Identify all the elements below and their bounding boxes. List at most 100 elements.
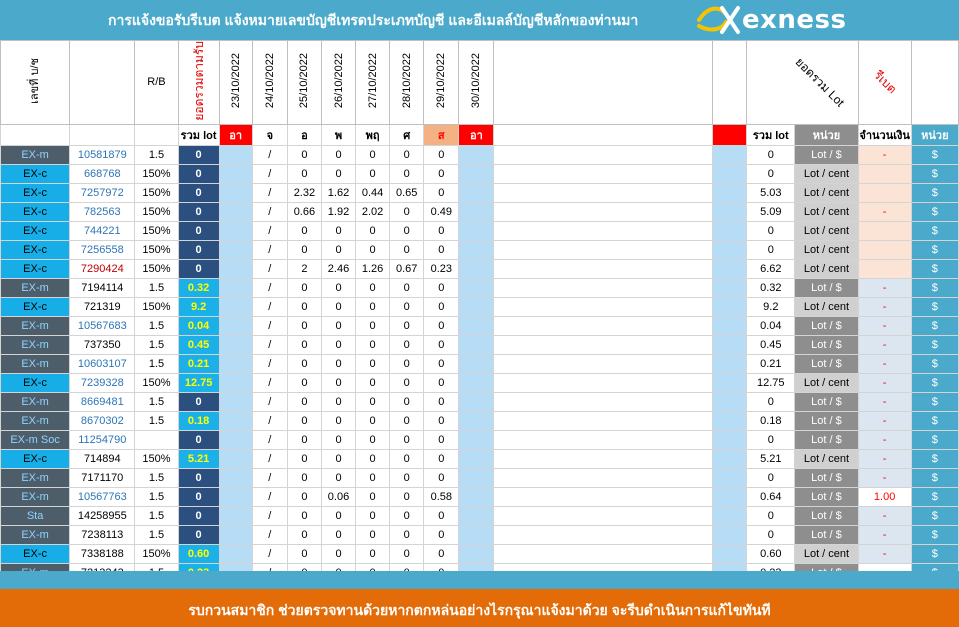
account-type-cell[interactable]: EX-m bbox=[0, 277, 71, 298]
rebate-amount-cell[interactable]: 1.00 bbox=[857, 486, 912, 507]
day-lot-cell[interactable]: 0 bbox=[320, 448, 357, 469]
day-lot-cell[interactable]: 0 bbox=[286, 296, 322, 317]
rebate-amount-cell[interactable]: - bbox=[857, 296, 912, 317]
total-lot-cell[interactable]: 0 bbox=[177, 524, 220, 545]
day-lot-cell[interactable] bbox=[458, 353, 495, 374]
day-lot-cell[interactable] bbox=[218, 372, 253, 393]
day-lot-cell[interactable] bbox=[218, 353, 253, 374]
total-lot-cell[interactable]: 0 bbox=[177, 220, 220, 241]
day-lot-cell[interactable]: 0 bbox=[355, 448, 391, 469]
total-lot-cell[interactable]: 0 bbox=[177, 505, 220, 526]
day-lot-cell[interactable]: 0 bbox=[389, 163, 425, 184]
sum-lot-cell[interactable]: 9.2 bbox=[746, 296, 796, 317]
day-lot-cell[interactable]: 0 bbox=[320, 220, 357, 241]
rebate-amount-cell[interactable]: - bbox=[857, 201, 912, 222]
day-lot-cell[interactable]: 0 bbox=[423, 144, 460, 165]
unit-cell[interactable]: Lot / cent bbox=[794, 258, 859, 279]
rebate-amount-cell[interactable] bbox=[857, 258, 912, 279]
day-lot-cell[interactable]: 0 bbox=[286, 429, 322, 450]
day-lot-cell[interactable]: 0 bbox=[389, 448, 425, 469]
spreadsheet-grid[interactable]: เลขที่ บ/ช R/B ยอดรวมตามรับ 23/10/2022 2… bbox=[0, 40, 959, 583]
account-number-link[interactable]: 7290424 bbox=[69, 258, 136, 279]
day-lot-cell[interactable]: 0 bbox=[389, 543, 425, 564]
total-lot-cell[interactable]: 0.21 bbox=[177, 353, 220, 374]
rb-cell[interactable]: 1.5 bbox=[134, 334, 179, 355]
day-lot-cell[interactable] bbox=[458, 144, 495, 165]
account-type-cell[interactable]: EX-m bbox=[0, 353, 71, 374]
account-type-cell[interactable]: EX-m bbox=[0, 315, 71, 336]
total-lot-cell[interactable]: 0.45 bbox=[177, 334, 220, 355]
unit-cell[interactable]: Lot / $ bbox=[794, 315, 859, 336]
day-lot-cell[interactable]: 0 bbox=[320, 543, 357, 564]
rb-cell[interactable]: 1.5 bbox=[134, 524, 179, 545]
day-lot-cell[interactable]: 0 bbox=[423, 239, 460, 260]
day-lot-cell[interactable]: 0 bbox=[355, 410, 391, 431]
day-lot-cell[interactable] bbox=[218, 220, 253, 241]
sum-lot-cell[interactable]: 0 bbox=[746, 239, 796, 260]
rb-cell[interactable]: 150% bbox=[134, 258, 179, 279]
rb-cell[interactable]: 150% bbox=[134, 543, 179, 564]
sum-lot-cell[interactable]: 0 bbox=[746, 144, 796, 165]
account-type-cell[interactable]: EX-m Soc bbox=[0, 429, 71, 450]
day-lot-cell[interactable] bbox=[218, 258, 253, 279]
day-lot-cell[interactable]: / bbox=[251, 277, 288, 298]
rb-cell[interactable]: 1.5 bbox=[134, 144, 179, 165]
sum-lot-cell[interactable]: 0.32 bbox=[746, 277, 796, 298]
day-lot-cell[interactable] bbox=[218, 486, 253, 507]
account-type-cell[interactable]: EX-m bbox=[0, 144, 71, 165]
day-lot-cell[interactable]: 0.58 bbox=[423, 486, 460, 507]
total-lot-cell[interactable]: 12.75 bbox=[177, 372, 220, 393]
day-lot-cell[interactable]: 0 bbox=[320, 524, 357, 545]
total-lot-cell[interactable]: 0 bbox=[177, 239, 220, 260]
day-lot-cell[interactable]: 0.44 bbox=[355, 182, 391, 203]
account-type-cell[interactable]: EX-c bbox=[0, 182, 71, 203]
account-type-cell[interactable]: EX-c bbox=[0, 543, 71, 564]
rebate-amount-cell[interactable]: - bbox=[857, 543, 912, 564]
sum-lot-cell[interactable]: 0 bbox=[746, 220, 796, 241]
account-number-link[interactable]: 7238113 bbox=[69, 524, 136, 545]
account-type-cell[interactable]: EX-m bbox=[0, 334, 71, 355]
account-number-link[interactable]: 7194114 bbox=[69, 277, 136, 298]
rebate-amount-cell[interactable]: - bbox=[857, 391, 912, 412]
unit-cell[interactable]: Lot / cent bbox=[794, 201, 859, 222]
day-lot-cell[interactable]: 0 bbox=[423, 334, 460, 355]
account-type-cell[interactable]: EX-c bbox=[0, 372, 71, 393]
rebate-amount-cell[interactable]: - bbox=[857, 334, 912, 355]
day-lot-cell[interactable] bbox=[218, 334, 253, 355]
day-lot-cell[interactable] bbox=[458, 239, 495, 260]
day-lot-cell[interactable]: / bbox=[251, 220, 288, 241]
rebate-amount-cell[interactable]: - bbox=[857, 353, 912, 374]
day-lot-cell[interactable]: 0 bbox=[389, 467, 425, 488]
rebate-amount-cell[interactable]: - bbox=[857, 467, 912, 488]
account-number-link[interactable]: 714894 bbox=[69, 448, 136, 469]
day-lot-cell[interactable]: 0 bbox=[286, 315, 322, 336]
day-lot-cell[interactable] bbox=[218, 315, 253, 336]
day-lot-cell[interactable]: 0 bbox=[286, 410, 322, 431]
day-lot-cell[interactable]: 0 bbox=[389, 410, 425, 431]
day-lot-cell[interactable]: 0 bbox=[355, 524, 391, 545]
day-lot-cell[interactable]: 0 bbox=[320, 296, 357, 317]
account-type-cell[interactable]: EX-c bbox=[0, 239, 71, 260]
rb-cell[interactable]: 1.5 bbox=[134, 410, 179, 431]
day-lot-cell[interactable]: 0 bbox=[423, 163, 460, 184]
rebate-amount-cell[interactable] bbox=[857, 220, 912, 241]
account-number-link[interactable]: 744221 bbox=[69, 220, 136, 241]
day-lot-cell[interactable]: 0 bbox=[286, 467, 322, 488]
unit-cell[interactable]: Lot / $ bbox=[794, 277, 859, 298]
day-lot-cell[interactable]: 0 bbox=[389, 201, 425, 222]
day-lot-cell[interactable]: / bbox=[251, 144, 288, 165]
account-number-link[interactable]: 10567683 bbox=[69, 315, 136, 336]
total-lot-cell[interactable]: 0 bbox=[177, 486, 220, 507]
account-type-cell[interactable]: Sta bbox=[0, 505, 71, 526]
sum-lot-cell[interactable]: 0.18 bbox=[746, 410, 796, 431]
day-lot-cell[interactable]: 0 bbox=[389, 277, 425, 298]
day-lot-cell[interactable]: / bbox=[251, 182, 288, 203]
rb-cell[interactable]: 150% bbox=[134, 372, 179, 393]
day-lot-cell[interactable]: 0 bbox=[355, 429, 391, 450]
account-type-cell[interactable]: EX-m bbox=[0, 486, 71, 507]
day-lot-cell[interactable]: 0 bbox=[389, 220, 425, 241]
day-lot-cell[interactable]: / bbox=[251, 410, 288, 431]
day-lot-cell[interactable] bbox=[458, 543, 495, 564]
day-lot-cell[interactable]: / bbox=[251, 467, 288, 488]
rb-cell[interactable]: 150% bbox=[134, 448, 179, 469]
